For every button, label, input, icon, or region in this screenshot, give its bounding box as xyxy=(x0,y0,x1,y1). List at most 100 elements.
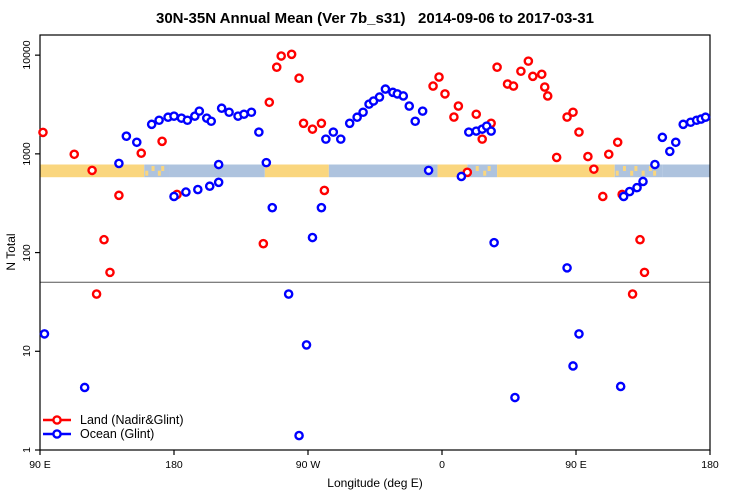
legend-item-ocean: Ocean (Glint) xyxy=(42,427,184,441)
map-strip-segment xyxy=(169,164,265,178)
data-point xyxy=(204,181,215,192)
data-point xyxy=(477,134,488,144)
data-point xyxy=(105,267,115,278)
data-point xyxy=(181,187,191,197)
data-point xyxy=(510,392,520,403)
data-point xyxy=(213,159,224,170)
data-point xyxy=(700,112,711,123)
legend-item-land: Land (Nadir&Glint) xyxy=(42,413,184,427)
map-strip-speck xyxy=(151,166,155,172)
x-tick-label: 90 E xyxy=(565,459,587,471)
data-point xyxy=(258,238,269,249)
data-point xyxy=(449,112,459,122)
map-strip-speck xyxy=(634,166,638,172)
map-strip-speck xyxy=(161,166,165,172)
data-point xyxy=(344,118,355,129)
map-strip-segment xyxy=(662,164,710,178)
data-point xyxy=(434,72,444,82)
legend-label-land: Land (Nadir&Glint) xyxy=(80,413,184,427)
data-point xyxy=(612,137,623,148)
data-point xyxy=(463,127,474,137)
x-tick-label: 90 W xyxy=(295,459,321,471)
data-point xyxy=(456,171,467,182)
map-strip-speck xyxy=(483,170,487,176)
data-point xyxy=(114,158,124,169)
data-point xyxy=(562,112,572,122)
data-point xyxy=(131,137,142,148)
y-tick-label: 1 xyxy=(21,447,33,453)
data-point xyxy=(516,66,526,77)
data-point xyxy=(398,91,409,101)
data-point xyxy=(316,202,327,213)
data-point xyxy=(665,146,675,157)
data-point xyxy=(157,136,167,147)
map-strip-speck xyxy=(157,170,161,176)
data-point xyxy=(261,157,272,168)
data-point xyxy=(374,92,385,102)
legend-swatch-ocean-icon xyxy=(43,429,71,439)
data-point xyxy=(615,381,626,392)
data-point xyxy=(114,190,124,201)
chart-title: 30N-35N Annual Mean (Ver 7b_s31) 2014-09… xyxy=(156,10,594,27)
data-point xyxy=(224,107,234,118)
data-point xyxy=(536,69,547,80)
map-strip-segment xyxy=(497,164,615,178)
data-point xyxy=(528,71,538,82)
data-point xyxy=(146,119,157,130)
data-point xyxy=(574,127,584,137)
x-tick-label: 90 E xyxy=(29,459,51,471)
data-point xyxy=(568,361,578,371)
data-point xyxy=(246,107,257,118)
data-point xyxy=(486,126,496,136)
data-point xyxy=(574,329,584,339)
data-point xyxy=(182,115,193,126)
data-point xyxy=(539,82,550,92)
data-point xyxy=(294,430,304,441)
data-point xyxy=(316,118,327,129)
data-point xyxy=(657,132,668,143)
data-point xyxy=(301,340,312,350)
data-point xyxy=(603,149,614,160)
data-point xyxy=(453,101,464,111)
data-point xyxy=(471,109,482,120)
data-point xyxy=(154,115,164,126)
data-point xyxy=(583,151,593,162)
data-point xyxy=(294,73,304,84)
data-point xyxy=(598,191,608,202)
data-point xyxy=(562,263,572,273)
legend-swatch-land-icon xyxy=(43,415,71,425)
data-point xyxy=(635,234,645,245)
data-point xyxy=(335,134,346,144)
map-strip-speck xyxy=(653,170,657,176)
data-point xyxy=(319,185,330,196)
data-point xyxy=(38,127,48,138)
map-strip-speck xyxy=(641,170,645,176)
data-point xyxy=(213,177,224,188)
y-axis-label: N Total xyxy=(4,233,18,271)
data-point xyxy=(423,165,434,176)
data-point xyxy=(298,118,309,129)
data-point xyxy=(638,176,648,187)
data-point xyxy=(136,148,147,159)
map-strip-speck xyxy=(648,166,652,172)
data-point xyxy=(352,112,362,123)
data-point xyxy=(99,234,109,245)
data-point xyxy=(194,106,205,116)
data-point xyxy=(417,106,428,116)
data-point xyxy=(254,127,264,137)
data-point xyxy=(328,127,339,137)
data-point xyxy=(206,116,217,127)
data-point xyxy=(542,91,553,101)
data-point xyxy=(624,186,635,197)
data-point xyxy=(589,164,599,174)
legend: Land (Nadir&Glint) Ocean (Glint) xyxy=(42,413,184,441)
data-point xyxy=(639,267,650,278)
data-point xyxy=(79,382,90,393)
map-strip-speck xyxy=(630,170,634,176)
data-point xyxy=(632,182,642,193)
map-strip-segment xyxy=(328,164,438,178)
data-point xyxy=(264,97,275,108)
x-tick-label: 0 xyxy=(439,459,445,471)
